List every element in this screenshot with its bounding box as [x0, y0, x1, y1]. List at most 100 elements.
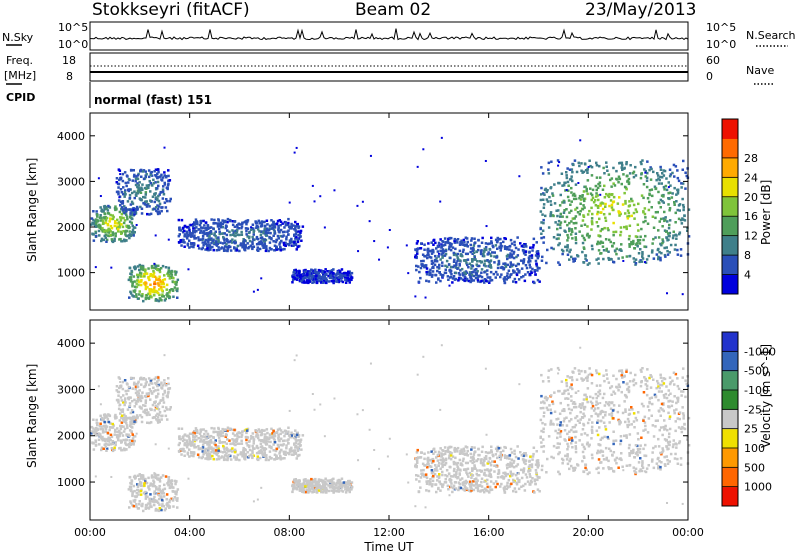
power-cell [214, 240, 218, 243]
power-cell [317, 271, 320, 274]
power-cell [556, 214, 559, 218]
velocity-cell [329, 485, 332, 488]
velocity-cell [529, 475, 532, 478]
velocity-cell [240, 442, 244, 445]
power-cell [474, 276, 478, 280]
power-cell [431, 273, 434, 277]
power-cell [682, 206, 685, 209]
power-cell [168, 179, 172, 182]
power-cell [263, 239, 266, 243]
power-cell [478, 244, 481, 248]
power-cell [149, 190, 152, 193]
velocity-cell [502, 449, 505, 453]
power-cell [117, 221, 121, 224]
power-cell [508, 256, 511, 259]
power-cell [284, 241, 287, 245]
velocity-cell [157, 494, 161, 497]
velocity-cell [139, 493, 143, 496]
power-cell [444, 249, 448, 253]
power-cell [373, 240, 376, 243]
power-cell [134, 207, 137, 211]
power-cell [201, 238, 204, 241]
velocity-cell [130, 482, 133, 486]
velocity-cell [486, 485, 489, 489]
power-cell [591, 196, 595, 200]
power-cell [272, 221, 275, 224]
velocity-cell [165, 406, 168, 409]
velocity-cell [268, 436, 272, 439]
power-cell [272, 228, 276, 232]
power-cell [513, 243, 516, 247]
velocity-cell [193, 432, 196, 435]
velocity-cell [216, 451, 220, 454]
power-cell [118, 226, 121, 229]
velocity-cell [144, 378, 147, 381]
power-cell [496, 240, 499, 243]
velocity-cell [512, 489, 515, 493]
power-cell [581, 194, 584, 197]
velocity-cell [198, 436, 201, 440]
power-cell [137, 189, 140, 192]
power-cell [570, 220, 573, 223]
power-cell [650, 206, 653, 209]
velocity-cell [238, 442, 241, 445]
power-cell [503, 237, 506, 240]
velocity-cell [107, 440, 110, 443]
velocity-cell [444, 474, 447, 477]
power-cell [283, 247, 286, 251]
velocity-cell [330, 480, 333, 484]
power-cell [518, 269, 521, 273]
power-cell [628, 234, 631, 238]
velocity-cell [95, 429, 98, 432]
velocity-cell [294, 438, 297, 441]
power-cell [503, 276, 507, 279]
power-cell [664, 255, 667, 258]
power-cell [544, 214, 547, 218]
velocity-cell [325, 488, 328, 492]
velocity-cell [186, 451, 190, 454]
velocity-cell [136, 393, 139, 397]
nave-top-tick: 60 [706, 54, 720, 67]
velocity-cell [105, 425, 109, 428]
velocity-cell [538, 490, 541, 493]
power-cell [92, 239, 96, 242]
velocity-cell [536, 478, 539, 482]
power-cell [581, 171, 584, 174]
velocity-cell [429, 465, 433, 468]
power-cell [153, 294, 156, 297]
power-cell [497, 238, 501, 241]
velocity-cell [268, 444, 271, 448]
velocity-cell [166, 482, 169, 485]
velocity-cell [311, 491, 314, 494]
power-cell [122, 186, 125, 189]
velocity-cell [264, 455, 267, 458]
velocity-cell [527, 467, 531, 470]
velocity-cell [139, 482, 142, 486]
power-cell [563, 220, 567, 223]
power-cell [158, 212, 161, 215]
power-cell [589, 187, 592, 190]
velocity-cell [129, 422, 132, 426]
power-cell [280, 240, 283, 243]
power-cell [507, 269, 511, 272]
velocity-cell [277, 457, 280, 460]
power-cell [561, 252, 564, 256]
velocity-cell [508, 454, 511, 457]
power-cell [584, 185, 587, 188]
power-cell [205, 226, 208, 230]
power-cell [456, 267, 459, 270]
power-cell [441, 264, 444, 267]
power-cell [143, 200, 147, 204]
velocity-cell [209, 457, 212, 460]
power-cell [151, 195, 155, 198]
power-cell [582, 236, 586, 240]
velocity-cell [449, 475, 453, 478]
power-cell [644, 261, 648, 264]
power-cell [668, 168, 672, 171]
velocity-cell [482, 473, 486, 476]
power-cell [639, 259, 642, 262]
power-cell [264, 246, 267, 249]
velocity-cell [290, 446, 293, 450]
power-cell [252, 233, 255, 236]
power-cell [427, 242, 430, 245]
